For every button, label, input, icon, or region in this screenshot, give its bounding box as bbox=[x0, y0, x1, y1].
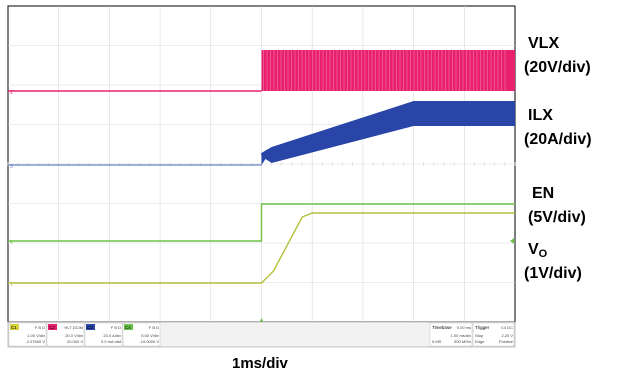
ilx-scale-label: (20A/div) bbox=[524, 131, 592, 148]
channel-vdiv-c3: 20.0 A/div bbox=[103, 333, 121, 338]
channel-vdiv-c2: 20.0 V/div bbox=[65, 333, 83, 338]
channel-offset-c3: 0.0 mA ofst bbox=[101, 339, 122, 344]
vlx-label: VLX bbox=[528, 35, 560, 52]
en-label: EN bbox=[532, 185, 555, 202]
channel-badge-c3 bbox=[86, 324, 95, 330]
channel-vdiv-c1: 1.00 V/div bbox=[27, 333, 45, 338]
channel-badge-c4 bbox=[124, 324, 133, 330]
trigger-src: C4 DC bbox=[501, 325, 513, 330]
channel-marker: 4 bbox=[10, 240, 13, 246]
channel-id-c1: C1 bbox=[11, 325, 17, 330]
ilx-trace-band bbox=[261, 101, 515, 165]
status-bar: C1 F B D 1.00 V/div-2.97500 V C2 HLT DCIM 20.… bbox=[7, 321, 516, 348]
channel-badge-c2 bbox=[48, 324, 57, 330]
time-scale-label: 1ms/div bbox=[232, 355, 288, 372]
channel-mode-c1: F B D bbox=[35, 325, 45, 330]
channel-marker: 2 bbox=[10, 90, 13, 96]
vo-trace bbox=[8, 212, 515, 284]
en-trace bbox=[8, 203, 515, 242]
trigger-position-marker bbox=[259, 318, 264, 322]
channel-offset-c2: 20.000 V bbox=[67, 339, 83, 344]
trigger-box bbox=[472, 322, 515, 347]
trigger-level-marker bbox=[510, 238, 514, 244]
channel-badge-c1 bbox=[10, 324, 19, 330]
channel-vdiv-c4: 5.00 V/div bbox=[141, 333, 159, 338]
channel-mode-c2: HLT DCIM bbox=[64, 325, 83, 330]
vo-label-main: V bbox=[528, 241, 539, 258]
channel-id-c3: C3 bbox=[87, 325, 93, 330]
timebase-title: Timebase bbox=[432, 325, 452, 330]
channel-marker: 3 bbox=[10, 164, 13, 170]
channel-mode-c3: F B D bbox=[111, 325, 121, 330]
vo-label: VO bbox=[528, 240, 547, 264]
timebase-div: 1.00 ms/div bbox=[451, 333, 471, 338]
en-scale-label: (5V/div) bbox=[528, 209, 586, 226]
vo-label-sub: O bbox=[538, 248, 548, 260]
timebase-box bbox=[429, 322, 473, 347]
timebase-sr: 500 MS/s bbox=[454, 339, 471, 344]
trigger-type: Edge bbox=[475, 339, 485, 344]
ilx-trace-startup bbox=[260, 149, 269, 157]
timebase-pts: 5 MS bbox=[432, 339, 442, 344]
trigger-mode: Stop bbox=[475, 333, 484, 338]
vo-scale-label: (1V/div) bbox=[524, 265, 582, 282]
channel-id-c2: C2 bbox=[49, 325, 55, 330]
ilx-label: ILX bbox=[528, 107, 553, 124]
channel-marker: 1 bbox=[10, 282, 13, 288]
trigger-level: 2.20 V bbox=[501, 333, 513, 338]
vlx-scale-label: (20V/div) bbox=[524, 59, 591, 76]
timebase-offset: 0.00 ms bbox=[457, 325, 471, 330]
trigger-title: Trigger bbox=[475, 325, 490, 330]
channel-offset-c4: -10.0000 V bbox=[139, 339, 159, 344]
trigger-slope: Positive bbox=[499, 339, 514, 344]
channel-offset-c1: -2.97500 V bbox=[25, 339, 45, 344]
vlx-trace-switching bbox=[261, 50, 515, 91]
channel-mode-c4: F B D bbox=[149, 325, 159, 330]
waveform-traces: 2 3 4 1 bbox=[8, 50, 515, 322]
channel-id-c4: C4 bbox=[125, 325, 131, 330]
